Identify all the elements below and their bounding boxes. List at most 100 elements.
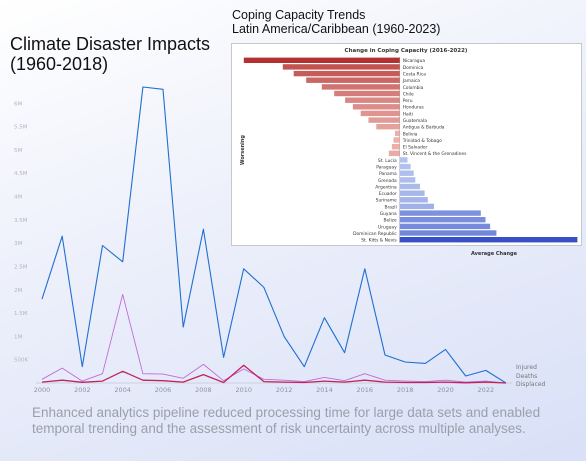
bar bbox=[352, 104, 400, 110]
y-tick-label: 1.5M bbox=[14, 311, 28, 317]
caption-text: Enhanced analytics pipeline reduced proc… bbox=[32, 405, 541, 436]
x-tick-label: 2008 bbox=[195, 386, 212, 394]
series-line-injured bbox=[41, 86, 507, 384]
chart-title: Climate Disaster Impacts (1960-2018) bbox=[10, 34, 211, 74]
bar bbox=[391, 144, 400, 150]
bar-label: Peru bbox=[403, 98, 413, 104]
coping-capacity-bar-chart: Change in Coping Capacity (2016-2022) Nic… bbox=[240, 48, 578, 257]
bar bbox=[399, 197, 428, 203]
bar-label: Colombia bbox=[403, 85, 424, 91]
x-tick-label: 2014 bbox=[316, 386, 333, 394]
bar-label: Uruguay bbox=[378, 224, 397, 230]
x-tick-label: 2002 bbox=[74, 386, 91, 394]
inset-title-line-1: Coping Capacity Trends bbox=[232, 8, 366, 22]
bar-label: Nicaragua bbox=[403, 58, 426, 64]
x-tick-label: 2004 bbox=[114, 386, 131, 394]
bar bbox=[321, 84, 400, 90]
y-tick-label: 6M bbox=[14, 101, 22, 107]
bar-label: St. Lucia bbox=[378, 158, 397, 164]
y-tick-label: 500K bbox=[14, 358, 28, 364]
bar bbox=[399, 223, 491, 230]
bar-label: Guyana bbox=[380, 211, 397, 217]
inset-title: Coping Capacity Trends Latin America/Car… bbox=[232, 8, 572, 36]
bar-label: Panama bbox=[379, 171, 397, 177]
bar bbox=[393, 137, 400, 143]
bar bbox=[282, 64, 400, 70]
bar bbox=[399, 163, 411, 170]
y-tick-label: 3M bbox=[14, 241, 22, 247]
bar bbox=[399, 170, 414, 176]
bar bbox=[306, 77, 400, 83]
bar bbox=[399, 217, 486, 223]
y-tick-label: 5.5M bbox=[14, 125, 28, 131]
bar-label: Guatemala bbox=[403, 118, 427, 124]
x-tick-label: 2022 bbox=[478, 386, 495, 394]
inset-chart-title: Change in Coping Capacity (2016-2022) bbox=[345, 48, 468, 54]
bar-label: El Salvador bbox=[403, 145, 428, 151]
x-tick-label: 2020 bbox=[437, 386, 454, 394]
bar-label: Trinidad & Tobago bbox=[402, 138, 442, 144]
bar bbox=[243, 57, 400, 63]
bar-label: Paraguay bbox=[376, 165, 397, 171]
bar bbox=[399, 190, 425, 196]
bar-label: Bolivia bbox=[403, 131, 418, 137]
bar-label: Ecuador bbox=[379, 191, 397, 197]
bar bbox=[399, 177, 416, 183]
x-tick-label: 2012 bbox=[276, 386, 293, 394]
x-tick-label: 2016 bbox=[357, 386, 374, 394]
y-tick-label: 3.5M bbox=[14, 218, 28, 224]
bar-label: Argentina bbox=[375, 185, 397, 191]
legend-entry-injured: Injured bbox=[516, 364, 537, 371]
bar bbox=[376, 124, 400, 130]
inset-x-label: Average Change bbox=[471, 251, 518, 257]
x-tick-label: 2006 bbox=[155, 386, 172, 394]
bar-label: Chile bbox=[403, 92, 414, 98]
bar-label: St. Kitts & Nevis bbox=[361, 238, 397, 244]
bar-label: St. Vincent & the Grenadines bbox=[403, 151, 467, 157]
bar bbox=[395, 130, 400, 137]
y-tick-label: 2.5M bbox=[14, 264, 28, 270]
bar bbox=[399, 230, 497, 236]
bar-label: Jamaica bbox=[402, 78, 421, 84]
bar bbox=[399, 183, 420, 190]
x-tick-label: 2010 bbox=[235, 386, 252, 394]
x-tick-label: 2000 bbox=[34, 386, 51, 394]
bar-label: Haiti bbox=[403, 111, 413, 117]
bar-label: Brazil bbox=[384, 204, 396, 210]
bar bbox=[388, 150, 400, 156]
y-tick-label: 2M bbox=[14, 288, 22, 294]
bar bbox=[399, 210, 481, 216]
bar bbox=[293, 70, 400, 77]
inset-y-label: Worsening bbox=[240, 135, 246, 165]
y-tick-label: 4.5M bbox=[14, 171, 28, 177]
legend-entry-displaced: Displaced bbox=[516, 381, 546, 388]
bar bbox=[345, 97, 400, 103]
bar-label: Dominican Republic bbox=[353, 231, 397, 237]
bar bbox=[399, 157, 408, 163]
y-tick-label: 5M bbox=[14, 148, 22, 154]
bar-label: Dominica bbox=[403, 65, 424, 71]
x-axis-ticks: 2000 2002 2004 2006 2008 2010 2012 2014 2016 2018… bbox=[34, 386, 494, 394]
series-lines bbox=[41, 86, 507, 384]
bar-label: Antigua & Barbuda bbox=[403, 125, 445, 131]
series-line-displaced bbox=[41, 364, 507, 384]
series-line-deaths bbox=[41, 293, 507, 384]
legend-entry-deaths: Deaths bbox=[516, 372, 538, 380]
coping-capacity-inset-chart: Change in Coping Capacity (2016-2022) Nic… bbox=[231, 43, 582, 257]
y-tick-label: 1M bbox=[14, 334, 22, 340]
bar-label: Belize bbox=[384, 218, 397, 224]
bar-label: Grenada bbox=[378, 178, 397, 184]
y-axis-ticks: 500K 1M 1.5M 2M 2.5M 3M 3.5M 4M 4.5M 5M 5.5M 6M bbox=[14, 101, 28, 363]
bar bbox=[399, 237, 578, 243]
x-tick-label: 2018 bbox=[397, 386, 414, 394]
bar-label: Costa Rica bbox=[403, 72, 427, 78]
bar bbox=[368, 117, 400, 123]
inset-title-line-2: Latin America/Caribbean (1960-2023) bbox=[232, 22, 441, 36]
bar bbox=[334, 90, 400, 97]
chart-legend: Injured Deaths Displaced bbox=[516, 364, 545, 390]
bar bbox=[399, 203, 434, 210]
bar bbox=[360, 110, 400, 117]
bar-label: Honduras bbox=[403, 105, 425, 111]
y-tick-label: 4M bbox=[14, 195, 22, 201]
